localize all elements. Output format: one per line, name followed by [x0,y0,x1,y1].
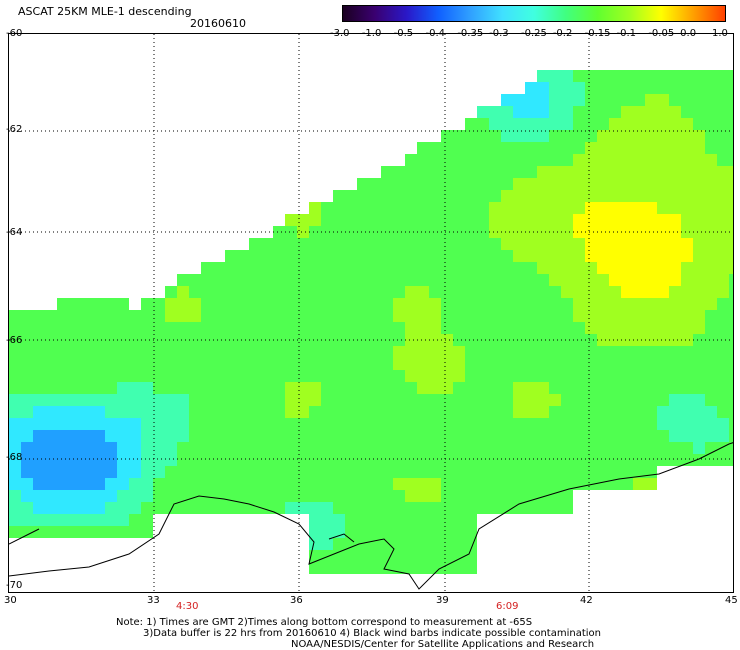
lat-label: -64 [6,227,23,238]
note-line: NOAA/NESDIS/Center for Satellite Applica… [291,639,595,650]
lon-label: 30 [4,595,17,606]
lon-label: 33 [147,595,160,606]
lat-label: -60 [6,28,23,39]
lat-label: -62 [6,124,23,135]
lon-label: 45 [725,595,738,606]
lon-label: 36 [290,595,303,606]
lon-label: 39 [436,595,449,606]
note-line: 3)Data buffer is 22 hrs from 20160610 4)… [143,628,601,639]
lon-label: 42 [580,595,593,606]
data-cells [9,70,733,574]
lat-label: -66 [6,335,23,346]
time-label: 6:09 [496,601,519,612]
map-canvas [9,34,733,592]
map-date: 20160610 [190,17,246,30]
time-label: 4:30 [176,601,199,612]
note-line: Note: 1) Times are GMT 2)Times along bot… [116,617,533,628]
map-plot [8,33,734,593]
lat-label: -70 [6,580,23,591]
lat-label: -68 [6,452,23,463]
map-title: ASCAT 25KM MLE-1 descending [18,5,192,18]
colorbar [342,5,726,22]
coastline [9,442,733,590]
graticule [9,34,733,592]
